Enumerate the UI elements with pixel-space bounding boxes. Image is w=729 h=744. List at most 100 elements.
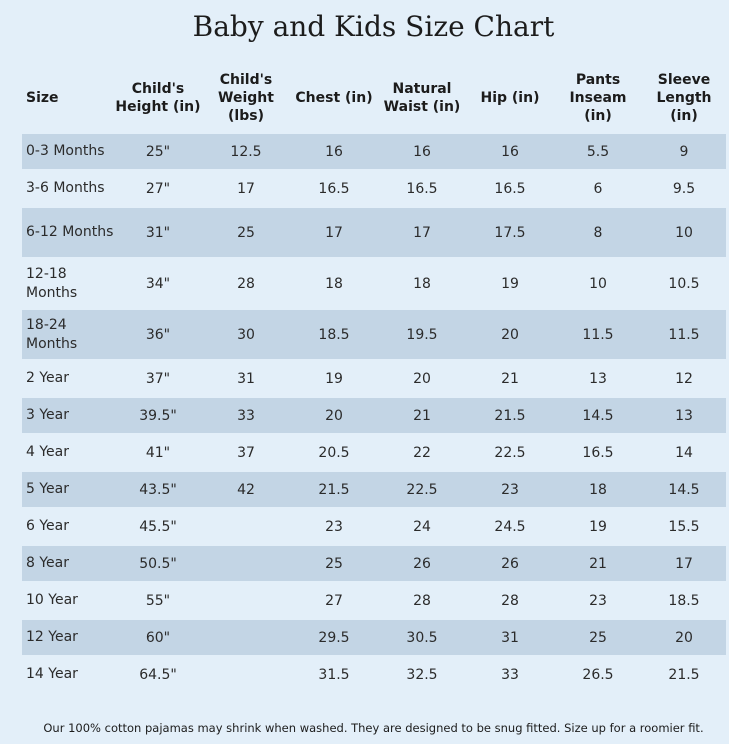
cell-size: 12 Year — [22, 620, 114, 657]
cell-inseam: 14.5 — [554, 398, 642, 435]
cell-height: 27" — [114, 171, 202, 208]
cell-weight: 25 — [202, 208, 290, 259]
cell-waist: 20 — [378, 361, 466, 398]
cell-hip: 21 — [466, 361, 554, 398]
cell-chest: 18 — [290, 259, 378, 310]
table-row: 12 Year 60" 29.5 30.5 31 25 20 — [22, 620, 726, 657]
cell-waist: 28 — [378, 583, 466, 620]
cell-size: 5 Year — [22, 472, 114, 509]
cell-waist: 32.5 — [378, 657, 466, 694]
cell-chest: 17 — [290, 208, 378, 259]
cell-inseam: 23 — [554, 583, 642, 620]
cell-inseam: 5.5 — [554, 134, 642, 171]
cell-inseam: 16.5 — [554, 435, 642, 472]
cell-height: 34" — [114, 259, 202, 310]
cell-sleeve: 9.5 — [642, 171, 726, 208]
cell-waist: 22 — [378, 435, 466, 472]
cell-waist: 26 — [378, 546, 466, 583]
header-height: Child's Height (in) — [115, 81, 201, 115]
cell-size: 3-6 Months — [22, 171, 114, 208]
table-row: 12-18 Months 34" 28 18 18 19 10 10.5 — [22, 259, 726, 310]
cell-sleeve: 10 — [642, 208, 726, 259]
table-row: 3 Year 39.5" 33 20 21 21.5 14.5 13 — [22, 398, 726, 435]
cell-weight: 37 — [202, 435, 290, 472]
cell-waist: 17 — [378, 208, 466, 259]
cell-weight: 17 — [202, 171, 290, 208]
cell-size: 6 Year — [22, 509, 114, 546]
cell-weight — [202, 546, 290, 583]
cell-inseam: 18 — [554, 472, 642, 509]
cell-inseam: 10 — [554, 259, 642, 310]
cell-sleeve: 10.5 — [642, 259, 726, 310]
cell-inseam: 11.5 — [554, 310, 642, 361]
table-row: 4 Year 41" 37 20.5 22 22.5 16.5 14 — [22, 435, 726, 472]
cell-inseam: 6 — [554, 171, 642, 208]
cell-height: 50.5" — [114, 546, 202, 583]
cell-sleeve: 17 — [642, 546, 726, 583]
cell-inseam: 26.5 — [554, 657, 642, 694]
cell-sleeve: 13 — [642, 398, 726, 435]
cell-chest: 16.5 — [290, 171, 378, 208]
cell-height: 64.5" — [114, 657, 202, 694]
table-row: 0-3 Months 25" 12.5 16 16 16 5.5 9 — [22, 134, 726, 171]
table-row: 18-24 Months 36" 30 18.5 19.5 20 11.5 11… — [22, 310, 726, 361]
cell-size: 4 Year — [22, 435, 114, 472]
cell-waist: 18 — [378, 259, 466, 310]
cell-hip: 31 — [466, 620, 554, 657]
cell-sleeve: 20 — [642, 620, 726, 657]
cell-hip: 20 — [466, 310, 554, 361]
header-chest: Chest (in) — [295, 90, 373, 106]
cell-height: 45.5" — [114, 509, 202, 546]
cell-height: 25" — [114, 134, 202, 171]
cell-hip: 17.5 — [466, 208, 554, 259]
cell-inseam: 19 — [554, 509, 642, 546]
cell-height: 43.5" — [114, 472, 202, 509]
cell-chest: 27 — [290, 583, 378, 620]
header-hip: Hip (in) — [480, 90, 540, 106]
cell-chest: 29.5 — [290, 620, 378, 657]
cell-weight: 31 — [202, 361, 290, 398]
cell-waist: 21 — [378, 398, 466, 435]
cell-hip: 16 — [466, 134, 554, 171]
header-sleeve: Sleeve Length (in) — [656, 72, 712, 124]
table-row: 14 Year 64.5" 31.5 32.5 33 26.5 21.5 — [22, 657, 726, 694]
cell-height: 31" — [114, 208, 202, 259]
cell-chest: 18.5 — [290, 310, 378, 361]
cell-waist: 22.5 — [378, 472, 466, 509]
cell-weight: 28 — [202, 259, 290, 310]
cell-inseam: 25 — [554, 620, 642, 657]
table-row: 5 Year 43.5" 42 21.5 22.5 23 18 14.5 — [22, 472, 726, 509]
cell-waist: 30.5 — [378, 620, 466, 657]
cell-weight: 42 — [202, 472, 290, 509]
cell-height: 60" — [114, 620, 202, 657]
cell-weight: 33 — [202, 398, 290, 435]
cell-height: 55" — [114, 583, 202, 620]
footer-note: Our 100% cotton pajamas may shrink when … — [43, 721, 704, 735]
table-row: 8 Year 50.5" 25 26 26 21 17 — [22, 546, 726, 583]
cell-chest: 16 — [290, 134, 378, 171]
cell-chest: 21.5 — [290, 472, 378, 509]
cell-hip: 16.5 — [466, 171, 554, 208]
cell-height: 36" — [114, 310, 202, 361]
cell-inseam: 13 — [554, 361, 642, 398]
cell-hip: 23 — [466, 472, 554, 509]
cell-hip: 28 — [466, 583, 554, 620]
header-waist: Natural Waist (in) — [383, 81, 461, 115]
header-inseam: Pants Inseam (in) — [569, 72, 627, 124]
cell-chest: 20.5 — [290, 435, 378, 472]
cell-inseam: 8 — [554, 208, 642, 259]
cell-hip: 22.5 — [466, 435, 554, 472]
cell-sleeve: 14.5 — [642, 472, 726, 509]
cell-weight — [202, 620, 290, 657]
cell-size: 18-24 Months — [22, 310, 114, 361]
size-chart-table: Size Child's Height (in) Child's Weight (lb… — [22, 62, 726, 694]
cell-size: 14 Year — [22, 657, 114, 694]
cell-chest: 20 — [290, 398, 378, 435]
cell-height: 39.5" — [114, 398, 202, 435]
cell-sleeve: 12 — [642, 361, 726, 398]
cell-size: 0-3 Months — [22, 134, 114, 171]
cell-size: 3 Year — [22, 398, 114, 435]
cell-chest: 19 — [290, 361, 378, 398]
cell-waist: 19.5 — [378, 310, 466, 361]
table-row: 2 Year 37" 31 19 20 21 13 12 — [22, 361, 726, 398]
